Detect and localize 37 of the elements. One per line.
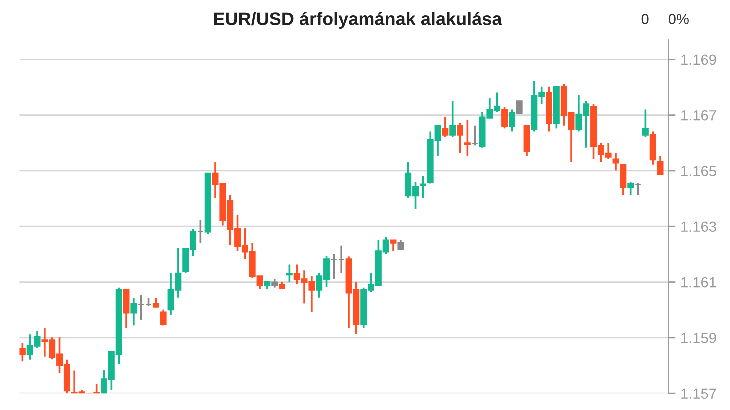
y-tick-label: 1.169 <box>682 54 716 66</box>
candlestick <box>635 182 642 196</box>
candlestick <box>508 108 516 133</box>
candlestick <box>130 297 138 327</box>
y-tick-label: 1.157 <box>682 388 716 400</box>
candlestick <box>502 106 508 130</box>
candlestick <box>620 164 627 196</box>
candlestick <box>450 100 456 138</box>
candlestick <box>338 244 345 274</box>
candlestick <box>472 124 478 147</box>
y-tick-label: 1.161 <box>682 277 716 288</box>
y-tick-label: 1.159 <box>682 333 716 344</box>
candlestick <box>464 119 471 157</box>
text: 0% <box>668 14 689 24</box>
y-tick-label: 1.165 <box>682 166 716 176</box>
candlestick <box>442 116 449 138</box>
candlestick <box>197 219 204 244</box>
candlestick <box>642 108 649 138</box>
candlestick <box>123 288 130 330</box>
chart-title: EUR/USD árfolyamának alakulása <box>214 12 502 29</box>
candlestick <box>20 342 26 362</box>
y-tick-label: 1.167 <box>682 110 716 121</box>
candlestick <box>390 239 397 252</box>
candlestick <box>457 122 464 154</box>
candlestick <box>152 297 160 308</box>
y-tick-label: 1.163 <box>682 222 716 232</box>
candlestick <box>420 175 426 199</box>
candlestick <box>330 254 338 280</box>
candlestick <box>138 294 145 322</box>
text: 0 <box>642 14 649 24</box>
candlestick <box>657 156 664 176</box>
candlestick <box>160 308 167 327</box>
candlestick <box>612 152 620 172</box>
candlestick <box>398 239 404 250</box>
candlestick <box>516 100 523 114</box>
candlestick <box>628 181 634 196</box>
candlestick <box>286 264 293 283</box>
